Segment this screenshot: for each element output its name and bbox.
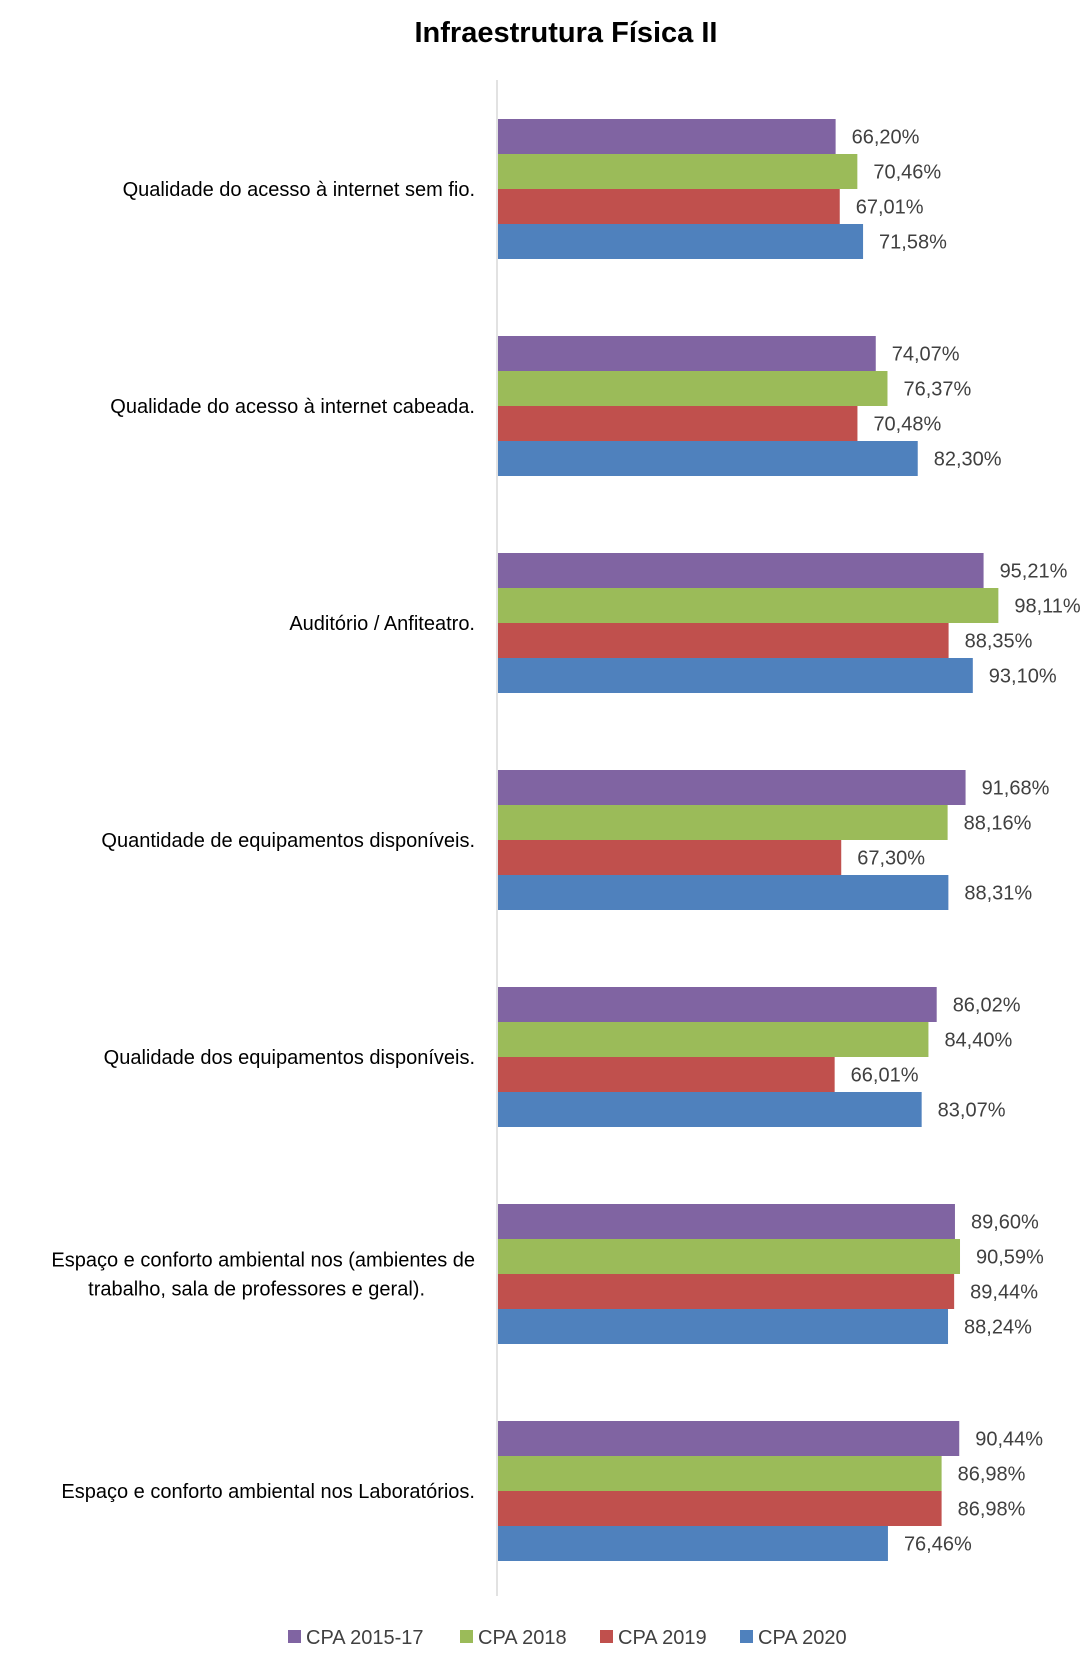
legend: CPA 2015-17 CPA 2018 CPA 2019 CPA 2020 (288, 1627, 847, 1649)
category-label-line: Espaço e conforto ambiental nos (ambient… (51, 1250, 475, 1272)
bar (498, 1491, 942, 1526)
data-label: 67,30% (857, 848, 925, 870)
data-label: 93,10% (989, 666, 1057, 688)
data-label: 90,44% (975, 1429, 1043, 1451)
legend-swatch (288, 1630, 301, 1643)
category-label-line: Qualidade do acesso à internet sem fio. (123, 179, 475, 201)
bar (498, 1309, 949, 1344)
bar (498, 805, 948, 840)
category-label-line: Auditório / Anfiteatro. (289, 613, 475, 635)
category-label-line: Espaço e conforto ambiental nos Laborató… (61, 1481, 475, 1503)
legend-entry: CPA 2020 (758, 1627, 847, 1649)
bar (498, 119, 836, 154)
bar (498, 224, 864, 259)
data-label: 90,59% (976, 1247, 1044, 1269)
category-label-line: Qualidade do acesso à internet cabeada. (110, 396, 475, 418)
legend-swatch (460, 1630, 473, 1643)
category-label: Qualidade dos equipamentos disponíveis. (104, 1047, 475, 1069)
bar (498, 623, 949, 658)
data-label: 88,35% (965, 631, 1033, 653)
bar (498, 1022, 929, 1057)
data-label: 66,20% (852, 127, 920, 149)
bar (498, 770, 966, 805)
data-label: 74,07% (892, 344, 960, 366)
category-label-line: Quantidade de equipamentos disponíveis. (101, 830, 475, 852)
chart-title: Infraestrutura Física II (415, 17, 718, 49)
bars-group (498, 119, 999, 1561)
category-label-line: trabalho, sala de professores e geral). (88, 1279, 425, 1301)
bar (498, 189, 840, 224)
bar (498, 658, 973, 693)
data-label: 86,02% (953, 995, 1021, 1017)
category-labels-group: Qualidade do acesso à internet sem fio. Q… (51, 179, 475, 1503)
data-label: 82,30% (934, 449, 1002, 471)
data-label: 86,98% (958, 1499, 1026, 1521)
bar (498, 336, 876, 371)
data-label: 84,40% (944, 1030, 1012, 1052)
bar (498, 1239, 961, 1274)
category-label-line: Qualidade dos equipamentos disponíveis. (104, 1047, 475, 1069)
bar (498, 875, 949, 910)
bar (498, 840, 842, 875)
legend-entry: CPA 2015-17 (306, 1627, 424, 1649)
bar (498, 154, 858, 189)
category-label: Espaço e conforto ambiental nos Laborató… (61, 1481, 475, 1503)
data-label: 83,07% (938, 1100, 1006, 1122)
bar (498, 1204, 955, 1239)
value-labels-group: 66,20% 70,46% 67,01% 71,58% 74,07% 76,37% 70,4… (851, 127, 1081, 1556)
bar (498, 1057, 835, 1092)
bar (498, 1092, 922, 1127)
bar (498, 406, 858, 441)
category-label: Quantidade de equipamentos disponíveis. (101, 830, 475, 852)
bar (498, 553, 984, 588)
legend-entry: CPA 2019 (618, 1627, 707, 1649)
data-label: 86,98% (958, 1464, 1026, 1486)
bar (498, 588, 999, 623)
data-label: 76,46% (904, 1534, 972, 1556)
bar (498, 1421, 960, 1456)
data-label: 89,60% (971, 1212, 1039, 1234)
data-label: 66,01% (851, 1065, 919, 1087)
bar (498, 1526, 888, 1561)
data-label: 98,11% (1014, 596, 1081, 618)
bar (498, 987, 937, 1022)
data-label: 88,31% (964, 883, 1032, 905)
legend-swatch (600, 1630, 613, 1643)
category-label: Auditório / Anfiteatro. (289, 613, 475, 635)
bar (498, 371, 888, 406)
data-label: 95,21% (1000, 561, 1068, 583)
legend-entry: CPA 2018 (478, 1627, 567, 1649)
data-label: 76,37% (903, 379, 971, 401)
data-label: 70,46% (873, 162, 941, 184)
data-label: 91,68% (982, 778, 1050, 800)
bar (498, 1456, 942, 1491)
legend-swatch (740, 1630, 753, 1643)
bar (498, 1274, 955, 1309)
data-label: 67,01% (856, 197, 924, 219)
category-label: Qualidade do acesso à internet cabeada. (110, 396, 475, 418)
data-label: 71,58% (879, 232, 947, 254)
category-label: Qualidade do acesso à internet sem fio. (123, 179, 475, 201)
data-label: 70,48% (873, 414, 941, 436)
data-label: 89,44% (970, 1282, 1038, 1304)
data-label: 88,24% (964, 1317, 1032, 1339)
data-label: 88,16% (964, 813, 1032, 835)
category-label: Espaço e conforto ambiental nos (ambient… (51, 1250, 475, 1301)
bar (498, 441, 918, 476)
